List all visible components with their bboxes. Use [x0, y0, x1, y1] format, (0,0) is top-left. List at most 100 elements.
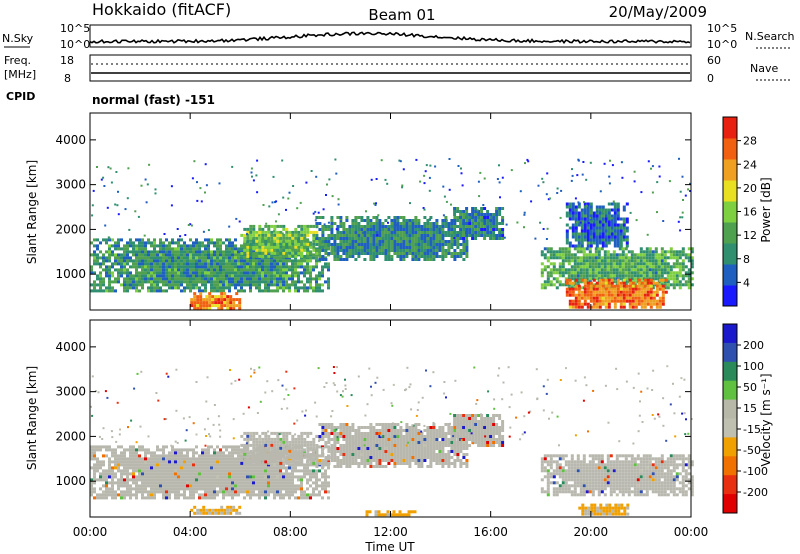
echo-cell [138, 262, 141, 266]
echo-point [478, 195, 481, 198]
noise-search-label: N.Search [745, 30, 795, 43]
echo-cell [132, 274, 135, 278]
echo-cell [288, 475, 291, 479]
echo-cell [93, 262, 96, 266]
echo-cell [631, 305, 635, 309]
echo-cell [396, 219, 400, 222]
echo-point [238, 220, 241, 223]
y-tick-label: 1000 [55, 267, 86, 281]
echo-cell [592, 287, 596, 291]
echo-cell [243, 437, 247, 441]
echo-cell [246, 277, 249, 281]
echo-cell [273, 466, 276, 470]
freq-panel: Freq. [MHz] 18 8 60 0 Nave [4, 54, 790, 85]
echo-cell [582, 265, 586, 269]
echo-cell [640, 281, 644, 285]
echo-cell [114, 253, 117, 257]
echo-cell [300, 265, 303, 269]
echo-cell [243, 478, 246, 482]
echo-cell [399, 243, 403, 246]
echo-cell [162, 289, 165, 293]
echo-cell [273, 274, 276, 278]
echo-cell [399, 216, 403, 219]
echo-cell [646, 293, 650, 297]
echo-point [235, 217, 238, 220]
echo-cell [610, 293, 614, 297]
echo-cell [384, 249, 388, 252]
echo-cell [462, 240, 466, 243]
echo-cell [162, 475, 165, 479]
echo-cell [255, 271, 258, 275]
echo-cell [249, 484, 252, 488]
echo-cell [210, 466, 213, 470]
echo-cell [165, 289, 168, 293]
echo-cell [378, 249, 382, 252]
echo-cell [588, 247, 592, 251]
echo-cell [243, 274, 246, 278]
echo-cell [285, 236, 289, 240]
echo-point [387, 221, 389, 224]
echo-cell [604, 290, 608, 294]
echo-cell [474, 225, 478, 228]
echo-cell [402, 255, 406, 258]
echo-cell [580, 229, 584, 233]
echo-cell [213, 265, 216, 269]
echo-cell [309, 277, 312, 281]
echo-cell [171, 478, 174, 482]
echo-cell [156, 457, 159, 461]
echo-cell [156, 244, 159, 248]
echo-cell [165, 490, 168, 494]
echo-cell [153, 238, 156, 242]
echo-cell [264, 469, 267, 473]
echo-cell [615, 268, 619, 272]
echo-cell [324, 256, 327, 260]
echo-cell [486, 234, 490, 237]
echo-cell [592, 235, 596, 239]
echo-cell [294, 286, 297, 290]
echo-cell [426, 246, 430, 249]
echo-cell [235, 292, 239, 296]
echo-point [299, 201, 302, 204]
echo-cell [360, 252, 364, 255]
echo-cell [255, 487, 258, 491]
echo-cell [288, 254, 292, 258]
echo-point [523, 211, 526, 214]
echo-cell [207, 448, 210, 452]
echo-cell [417, 219, 421, 222]
echo-cell [210, 262, 213, 266]
echo-cell [204, 262, 207, 266]
echo-point [585, 178, 588, 181]
echo-cell [468, 234, 472, 237]
echo-cell [390, 258, 394, 261]
echo-cell [631, 299, 635, 303]
echo-cell [246, 458, 250, 462]
echo-cell [180, 283, 183, 287]
echo-cell [249, 431, 253, 435]
echo-cell [96, 289, 99, 293]
echo-cell [450, 240, 454, 243]
echo-cell [654, 265, 658, 269]
echo-cell [606, 253, 610, 257]
echo-cell [315, 222, 319, 225]
echo-cell [649, 296, 653, 300]
echo-cell [592, 241, 596, 245]
echo-point [499, 196, 501, 199]
echo-cell [205, 301, 209, 305]
echo-cell [117, 481, 120, 485]
echo-cell [456, 207, 460, 210]
echo-cell [108, 238, 111, 242]
echo-cell [396, 225, 400, 228]
echo-cell [234, 271, 237, 275]
echo-cell [561, 271, 565, 275]
echo-cell [237, 472, 240, 476]
echo-cell [568, 208, 572, 212]
echo-cell [291, 230, 295, 234]
echo-cell [255, 262, 258, 266]
echo-cell [201, 451, 204, 455]
echo-cell [246, 434, 250, 438]
echo-cell [93, 481, 96, 485]
echo-cell [201, 280, 204, 284]
echo-cell [483, 234, 487, 237]
echo-cell [117, 259, 120, 263]
echo-cell [645, 253, 649, 257]
